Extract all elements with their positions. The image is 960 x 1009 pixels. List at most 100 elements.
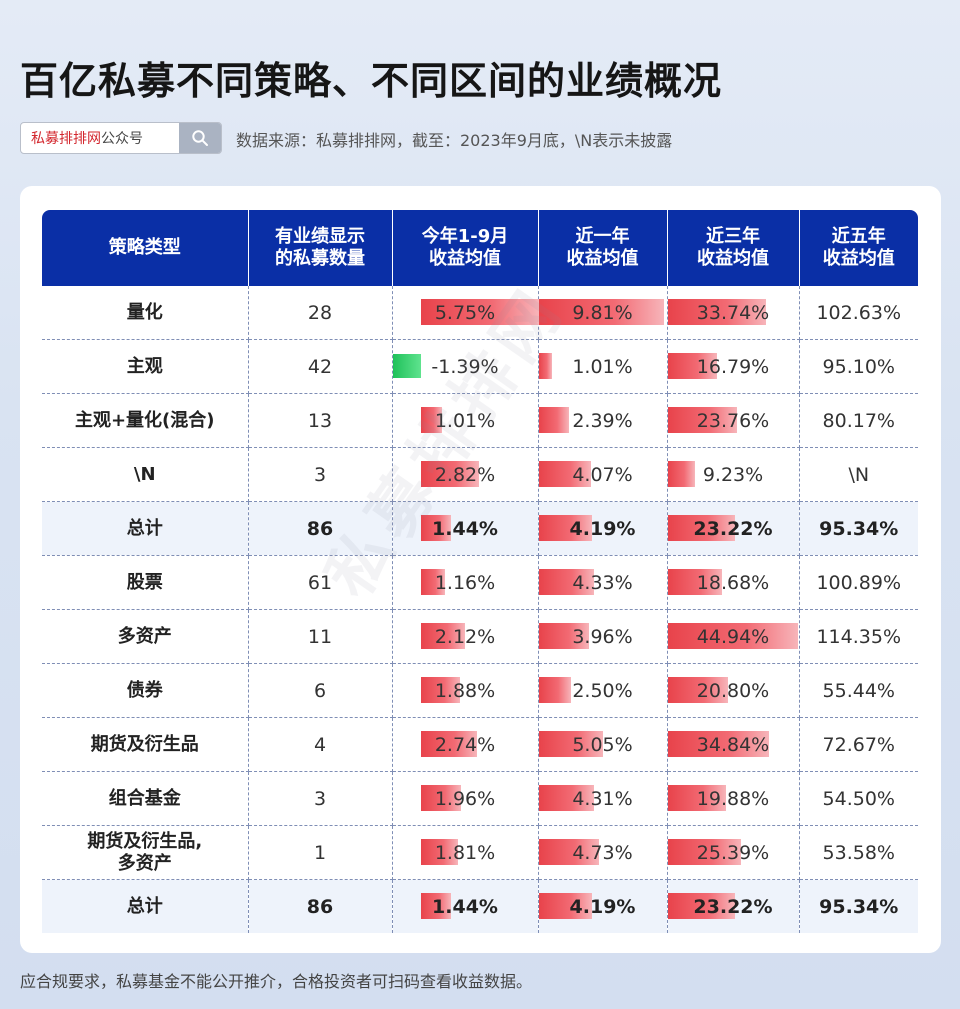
return-value: 4.19% (569, 517, 636, 540)
return-cell-ytd: -1.39% (392, 339, 539, 394)
count-cell: 11 (248, 609, 393, 664)
positive-bar (538, 785, 594, 811)
return-value: 1.44% (432, 895, 498, 918)
positive-bar (420, 839, 458, 865)
positive-bar (538, 623, 589, 649)
positive-bar (667, 839, 741, 865)
column-header-line: 收益均值 (697, 248, 769, 269)
return-cell-y3: 23.22% (667, 879, 800, 933)
data-source-note: 数据来源：私募排排网，截至：2023年9月底，\N表示未披露 (236, 131, 673, 150)
return-value: 44.94% (696, 625, 770, 648)
return-value: 18.68% (696, 571, 770, 594)
table-header-row: 策略类型 有业绩显示 的私募数量 今年1-9月 收益均值 近一年 收益均值 近三年 收益均值 近五… (42, 210, 918, 286)
search-box[interactable]: 私募排排网 公众号 (20, 122, 222, 154)
return-cell-ytd: 1.44% (392, 879, 539, 933)
positive-bar (667, 569, 722, 595)
return-value: 4.31% (572, 787, 633, 810)
return-cell-y5: 54.50% (799, 771, 918, 826)
positive-bar (538, 893, 592, 919)
row-label: 期货及衍生品, 多资产 (42, 825, 249, 880)
search-brand: 私募排排网 (31, 131, 101, 147)
positive-bar (420, 731, 477, 757)
positive-bar (538, 461, 591, 487)
positive-bar (420, 623, 465, 649)
positive-bar (667, 623, 798, 649)
return-cell-y3: 33.74% (667, 286, 800, 340)
row-label-line: 组合基金 (108, 787, 181, 809)
count-cell: 28 (248, 286, 393, 340)
return-value: 1.96% (434, 787, 496, 810)
table-row: \N 3 2.82% 4.07% 9.23% \N (42, 447, 918, 502)
row-label-line: 股票 (126, 571, 163, 593)
row-label-line: 总计 (126, 517, 163, 539)
return-cell-ytd: 1.81% (392, 825, 539, 880)
return-cell-y3: 23.76% (667, 393, 800, 448)
positive-bar (538, 839, 599, 865)
positive-bar (667, 785, 726, 811)
row-label-line: 债券 (126, 679, 163, 701)
return-value: 1.88% (434, 679, 496, 702)
return-cell-y1: 4.73% (538, 825, 668, 880)
return-value: 16.79% (696, 355, 770, 378)
return-cell-y3: 9.23% (667, 447, 800, 502)
return-cell-y1: 9.81% (538, 286, 668, 340)
return-cell-y5: 95.10% (799, 339, 918, 394)
return-cell-y3: 25.39% (667, 825, 800, 880)
return-cell-y5: 95.34% (799, 501, 918, 556)
table-row: 量化 28 5.75% 9.81% 33.74% 102.63% (42, 286, 918, 340)
return-cell-ytd: 1.44% (392, 501, 539, 556)
return-cell-y5: \N (799, 447, 918, 502)
return-cell-y3: 18.68% (667, 555, 800, 610)
return-cell-y5: 80.17% (799, 393, 918, 448)
column-header-line: 近三年 (706, 226, 760, 247)
return-value: 25.39% (696, 841, 770, 864)
return-cell-y3: 44.94% (667, 609, 800, 664)
row-label: 多资产 (42, 609, 249, 664)
table-row: 组合基金 3 1.96% 4.31% 19.88% 54.50% (42, 771, 918, 826)
return-cell-y1: 4.19% (538, 501, 668, 556)
row-label: 期货及衍生品 (42, 717, 249, 772)
row-label-line: 期货及衍生品 (90, 733, 199, 755)
return-cell-y3: 19.88% (667, 771, 800, 826)
table-row: 债券 6 1.88% 2.50% 20.80% 55.44% (42, 663, 918, 718)
count-cell: 42 (248, 339, 393, 394)
return-cell-ytd: 2.12% (392, 609, 539, 664)
search-suffix: 公众号 (101, 131, 143, 147)
row-label: 总计 (42, 501, 249, 556)
row-label-line: 总计 (126, 895, 163, 917)
return-cell-y5: 53.58% (799, 825, 918, 880)
return-value: 19.88% (696, 787, 770, 810)
table-row: 主观+量化(混合) 13 1.01% 2.39% 23.76% 80.17% (42, 393, 918, 448)
row-label: 债券 (42, 663, 249, 718)
return-value: 1.44% (432, 517, 498, 540)
search-button[interactable] (179, 123, 221, 153)
return-value: 34.84% (696, 733, 770, 756)
return-value: 4.19% (569, 895, 636, 918)
column-header-line: 今年1-9月 (421, 226, 509, 247)
column-header-line: 近五年 (831, 226, 886, 247)
return-value: 2.12% (434, 625, 496, 648)
table-row: 主观 42 -1.39% 1.01% 16.79% 95.10% (42, 339, 918, 394)
positive-bar (667, 731, 769, 757)
positive-bar (420, 893, 451, 919)
return-value: 5.05% (572, 733, 633, 756)
return-cell-y5: 55.44% (799, 663, 918, 718)
return-cell-y1: 2.39% (538, 393, 668, 448)
search-input[interactable]: 私募排排网 公众号 (21, 123, 179, 153)
return-value: 4.33% (572, 571, 633, 594)
positive-bar (420, 677, 460, 703)
return-cell-y5: 100.89% (799, 555, 918, 610)
row-label-line: 主观 (126, 355, 163, 377)
positive-bar (538, 731, 603, 757)
performance-table: 策略类型 有业绩显示 的私募数量 今年1-9月 收益均值 近一年 收益均值 近三年 收益均值 近五… (42, 210, 918, 933)
count-cell: 86 (248, 501, 393, 556)
row-label: 总计 (42, 879, 249, 933)
return-cell-y3: 16.79% (667, 339, 800, 394)
return-cell-ytd: 1.96% (392, 771, 539, 826)
positive-bar (667, 461, 695, 487)
return-cell-y3: 34.84% (667, 717, 800, 772)
row-label-line: 主观+量化(混合) (74, 409, 215, 431)
count-cell: 3 (248, 447, 393, 502)
column-header: 近一年 收益均值 (538, 210, 668, 286)
positive-bar (667, 299, 766, 325)
